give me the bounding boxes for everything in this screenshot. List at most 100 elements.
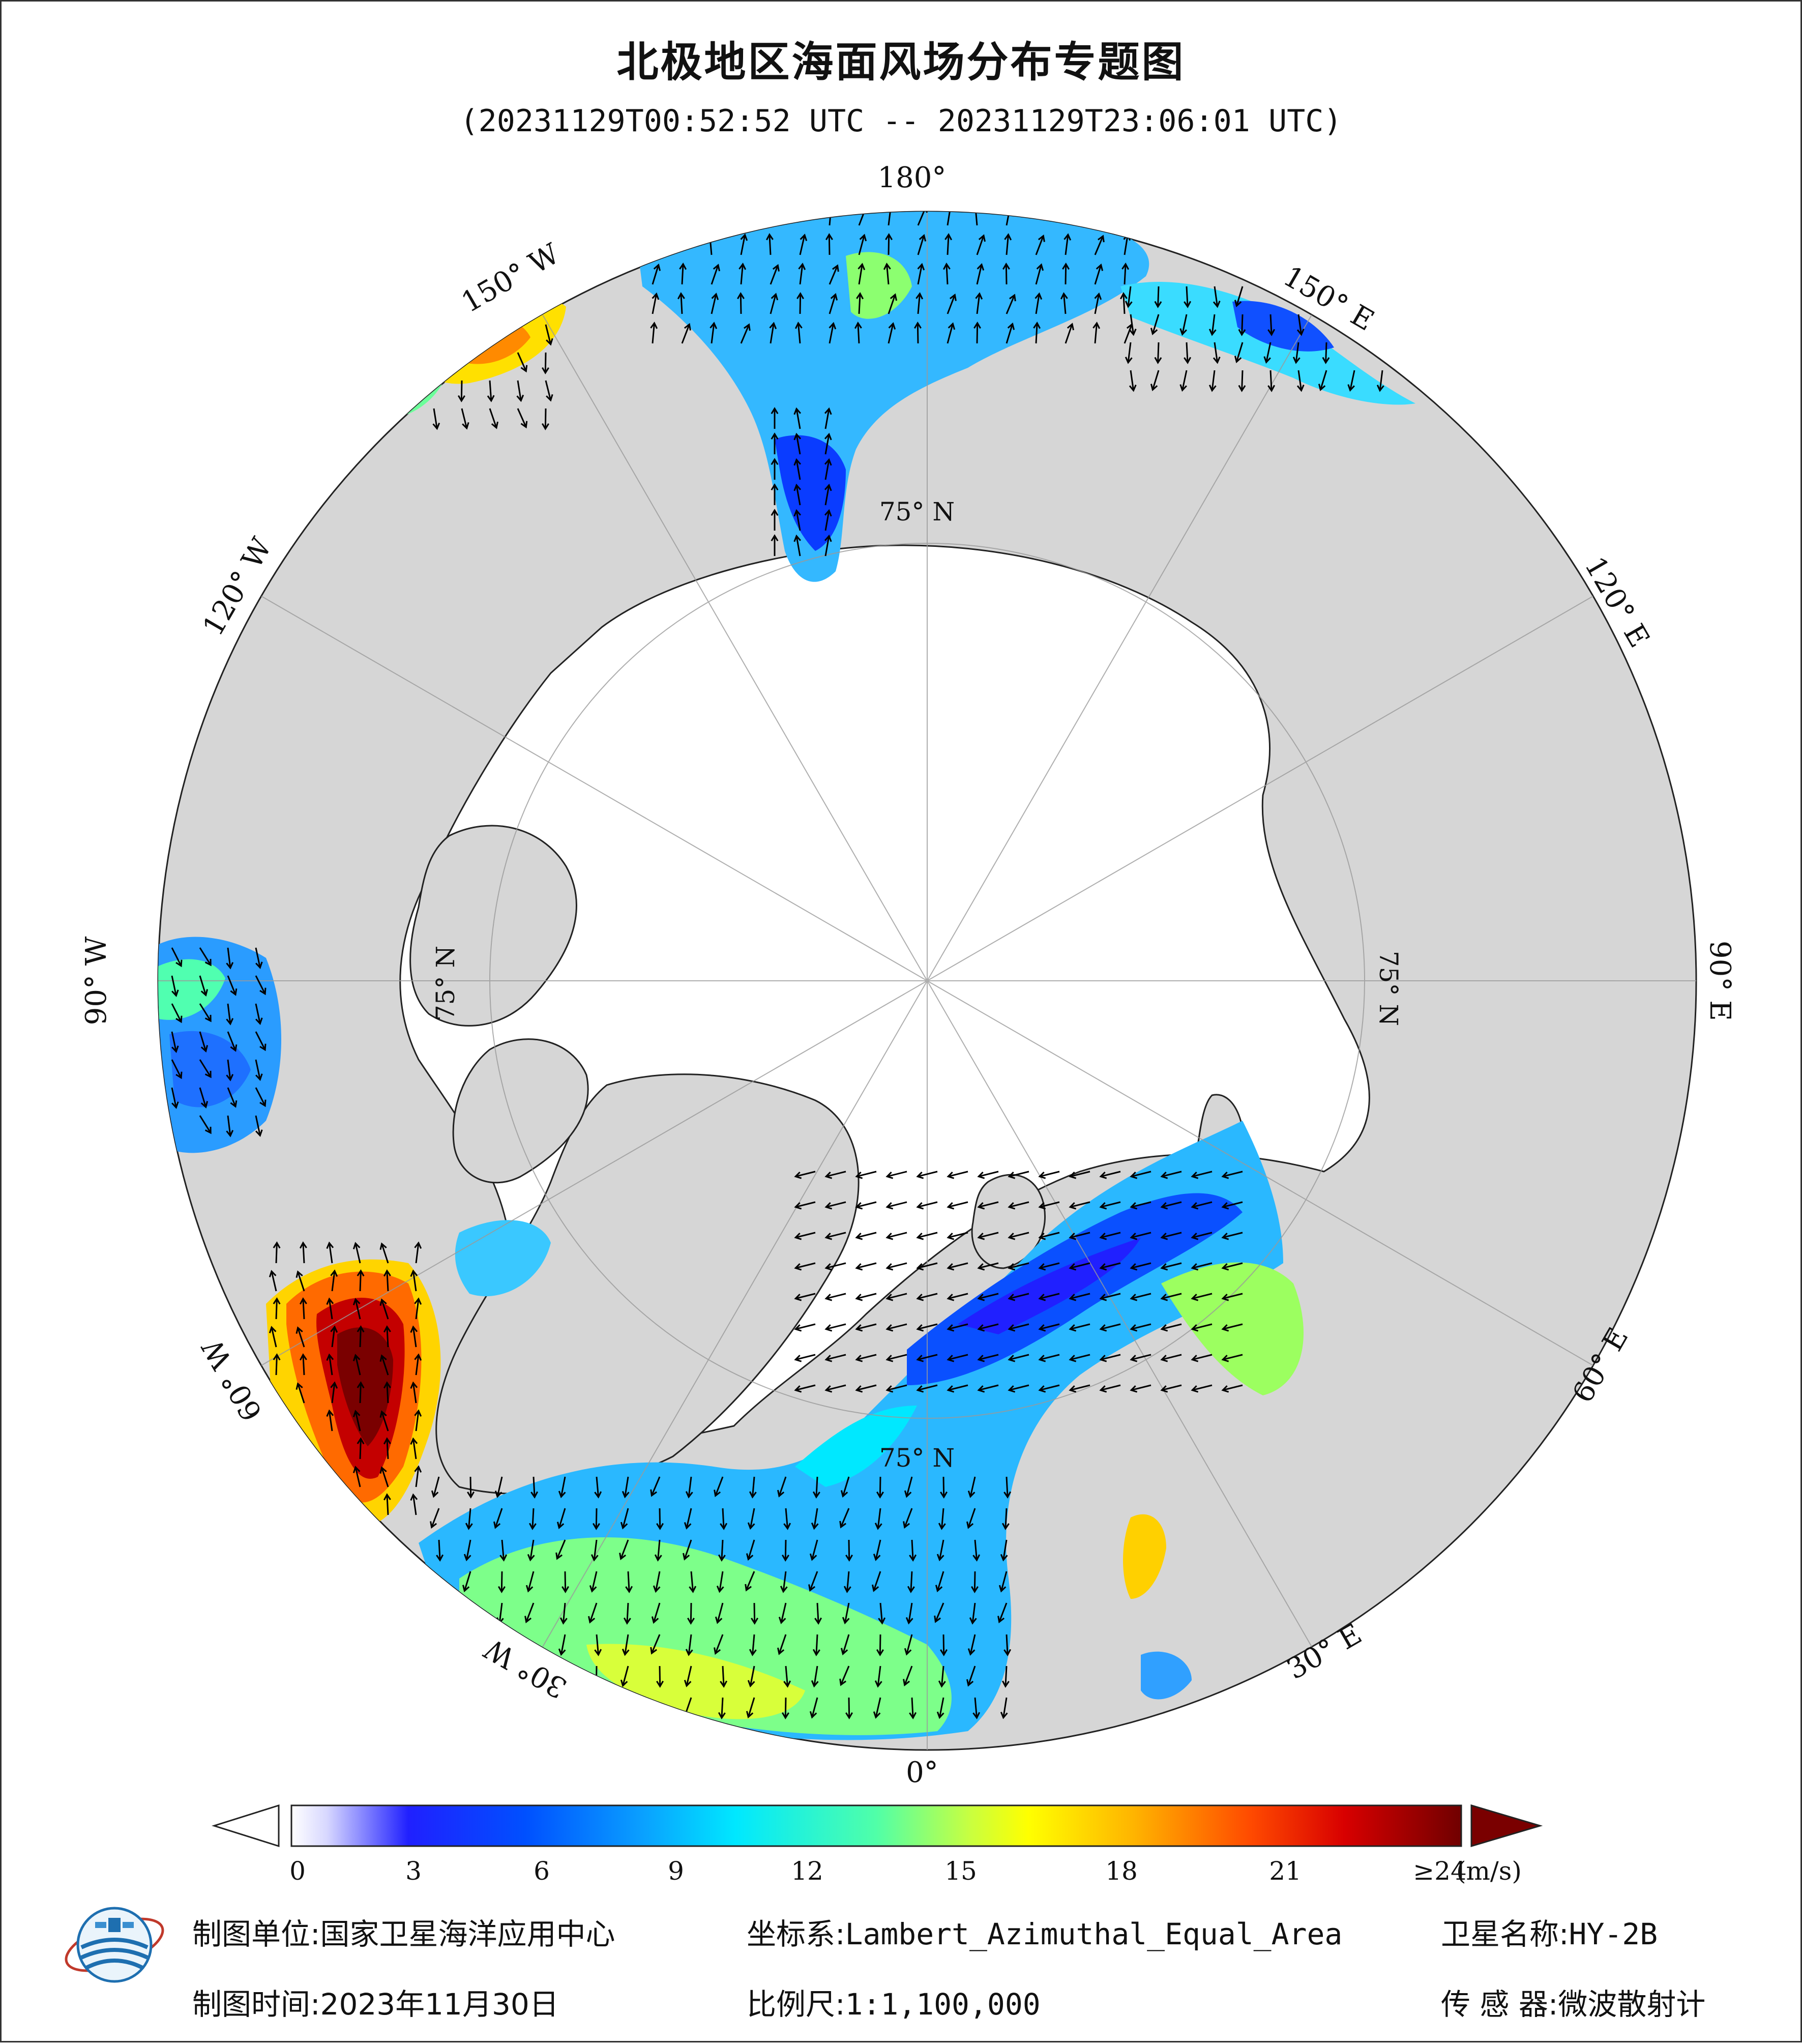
wind-vector-head <box>1213 356 1221 364</box>
wind-vector-head <box>379 1410 387 1418</box>
wind-vector <box>331 1271 336 1292</box>
wind-vector-head <box>650 1489 657 1497</box>
wind-vector-head <box>793 509 802 517</box>
wind-vector <box>302 1354 305 1376</box>
wind-vector <box>517 408 527 428</box>
wind-vector <box>556 1539 566 1559</box>
wind-vector-head <box>226 1074 234 1082</box>
wind-vector <box>1131 1201 1151 1208</box>
wind-vector <box>978 1171 999 1178</box>
wind-vector-head <box>977 1202 985 1210</box>
wind-vector <box>1157 342 1160 363</box>
wind-vector-head <box>530 1491 539 1499</box>
wind-vector-head <box>546 338 553 346</box>
wind-vector <box>973 1571 976 1592</box>
wind-vector-head <box>916 1355 924 1362</box>
wind-vector-head <box>832 264 839 272</box>
wind-vector-head <box>1160 1385 1168 1393</box>
wind-vector-head <box>1008 1324 1016 1332</box>
wind-vector-head <box>809 1553 817 1561</box>
wind-vector-head <box>710 322 718 329</box>
wind-vector-head <box>299 1241 307 1249</box>
wind-vector <box>328 1411 333 1432</box>
wind-vector-head <box>1038 1294 1046 1301</box>
wind-vector <box>1124 264 1127 285</box>
wind-vector <box>911 1697 914 1718</box>
wind-vector <box>917 294 921 314</box>
wind-vector <box>976 294 981 314</box>
wind-vector-head <box>771 432 779 440</box>
wind-vector <box>545 380 552 401</box>
wind-vector-head <box>625 1586 633 1593</box>
wind-vector <box>877 1508 881 1529</box>
wind-vector-head <box>1069 1202 1077 1210</box>
wind-vector-head <box>357 1381 365 1389</box>
wind-vector <box>856 1232 877 1239</box>
wind-vector-head <box>794 1263 802 1271</box>
wind-vector <box>824 536 830 557</box>
wind-vector-head <box>824 1355 833 1362</box>
wind-vector <box>795 408 801 429</box>
wind-vector <box>856 1293 877 1300</box>
wind-vector <box>784 1697 787 1718</box>
wind-vector-head <box>720 1523 728 1530</box>
wind-vector-head <box>204 958 212 967</box>
wind-vector <box>815 1476 818 1498</box>
wind-vector-head <box>793 407 802 415</box>
wind-vector-head <box>876 1491 884 1499</box>
wind-vector <box>412 1383 417 1404</box>
wind-vector <box>904 1666 913 1685</box>
wind-vector <box>858 293 861 314</box>
wind-vector-head <box>977 1172 985 1179</box>
wind-vector <box>1241 314 1244 335</box>
wind-vector <box>297 1327 305 1348</box>
colorbar-unit: (m/s) <box>1456 1856 1522 1886</box>
wind-vector <box>688 1476 692 1497</box>
wind-vector <box>1100 1171 1121 1178</box>
wind-vector-head <box>1160 1172 1168 1179</box>
lon-label-90w: 90° W <box>80 936 113 1025</box>
wind-vector <box>856 1201 877 1208</box>
wind-vector-head <box>520 421 528 429</box>
wind-vector-head <box>966 1521 974 1529</box>
wind-vector-head <box>1069 1294 1077 1301</box>
wind-vector-head <box>175 1015 183 1024</box>
wind-vector-head <box>1130 1294 1138 1301</box>
wind-vector-head <box>824 509 832 517</box>
wind-vector-head <box>499 1554 508 1562</box>
wind-vector <box>998 1602 1008 1622</box>
wind-vector <box>1222 1384 1243 1391</box>
wind-vector <box>782 1571 787 1592</box>
wind-vector <box>1005 1508 1008 1529</box>
wind-vector-head <box>357 1437 365 1445</box>
wind-vector-head <box>782 1712 789 1719</box>
wind-vector <box>381 1243 389 1264</box>
wind-vector <box>386 1382 389 1404</box>
wind-vector-head <box>713 264 720 272</box>
wind-vector <box>517 352 527 372</box>
wind-vector <box>917 212 927 226</box>
wind-vector-head <box>559 1617 568 1625</box>
wind-vector <box>947 212 952 226</box>
wind-vector <box>386 1326 389 1348</box>
wind-vector-head <box>1208 329 1217 336</box>
wind-vector <box>271 1271 277 1292</box>
wind-vector <box>797 323 801 344</box>
wind-vector-head <box>1347 384 1355 392</box>
wind-vector-head <box>972 1554 981 1562</box>
wind-vector-head <box>998 1585 1007 1593</box>
wind-vector-head <box>794 1233 802 1240</box>
wind-vector-head <box>1221 1294 1229 1301</box>
wind-vector-head <box>487 395 495 402</box>
date-label: 制图时间: <box>192 1987 320 2022</box>
wind-vector-head <box>839 1521 846 1529</box>
lon-label-0: 0° <box>906 1756 938 1789</box>
wind-vector <box>255 1031 266 1050</box>
wind-vector <box>1009 1323 1029 1330</box>
wind-vector <box>255 947 261 968</box>
wind-vector-head <box>175 1071 183 1079</box>
wind-vector-head <box>916 1172 924 1179</box>
wind-vector <box>976 264 983 285</box>
wind-vector-head <box>793 534 802 542</box>
